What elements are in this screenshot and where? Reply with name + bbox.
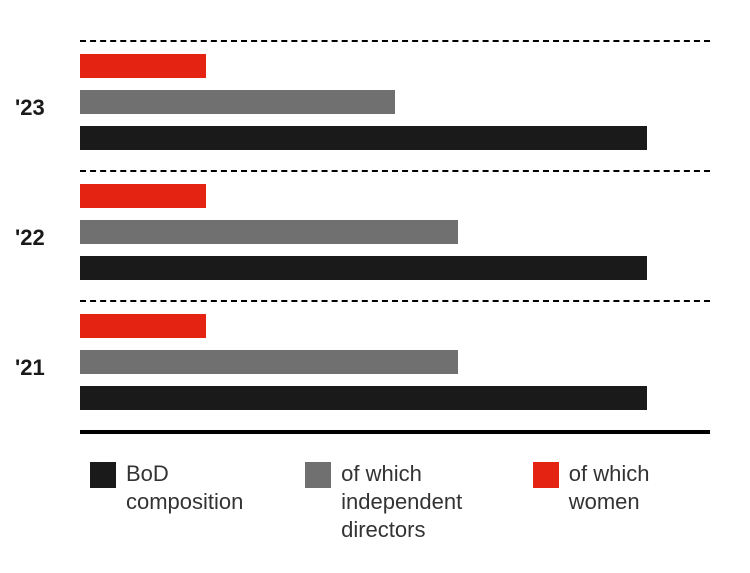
legend-item-total: BoD composition bbox=[90, 460, 275, 516]
bar-women bbox=[80, 54, 206, 78]
bar-women bbox=[80, 184, 206, 208]
value-label-women: 2 bbox=[720, 54, 750, 78]
bar-total bbox=[80, 256, 647, 280]
legend-swatch-women bbox=[533, 462, 559, 488]
legend: BoD composition of which independent dire… bbox=[90, 460, 710, 544]
value-label-independent: 6 bbox=[720, 220, 750, 244]
value-label-independent: 6 bbox=[720, 350, 750, 374]
value-label-women: 2 bbox=[720, 184, 750, 208]
plot-area: '23259'22269'21269 bbox=[80, 40, 710, 430]
legend-label-women: of which women bbox=[569, 460, 710, 516]
year-label: '22 bbox=[15, 225, 45, 251]
bar-independent bbox=[80, 220, 458, 244]
year-group: '22269 bbox=[80, 170, 710, 300]
legend-swatch-total bbox=[90, 462, 116, 488]
value-label-total: 9 bbox=[720, 126, 750, 150]
legend-label-independent: of which independent directors bbox=[341, 460, 503, 544]
year-label: '21 bbox=[15, 355, 45, 381]
legend-item-independent: of which independent directors bbox=[305, 460, 503, 544]
legend-swatch-independent bbox=[305, 462, 331, 488]
year-group: '21269 bbox=[80, 300, 710, 430]
bar-independent bbox=[80, 350, 458, 374]
value-label-women: 2 bbox=[720, 314, 750, 338]
value-label-independent: 5 bbox=[720, 90, 750, 114]
legend-item-women: of which women bbox=[533, 460, 710, 516]
bar-women bbox=[80, 314, 206, 338]
bar-independent bbox=[80, 90, 395, 114]
legend-label-total: BoD composition bbox=[126, 460, 275, 516]
bod-composition-chart: '23259'22269'21269 BoD compositionof whi… bbox=[0, 0, 750, 573]
year-group: '23259 bbox=[80, 40, 710, 170]
bar-total bbox=[80, 126, 647, 150]
value-label-total: 9 bbox=[720, 386, 750, 410]
bar-total bbox=[80, 386, 647, 410]
value-label-total: 9 bbox=[720, 256, 750, 280]
year-label: '23 bbox=[15, 95, 45, 121]
x-axis-line bbox=[80, 430, 710, 434]
